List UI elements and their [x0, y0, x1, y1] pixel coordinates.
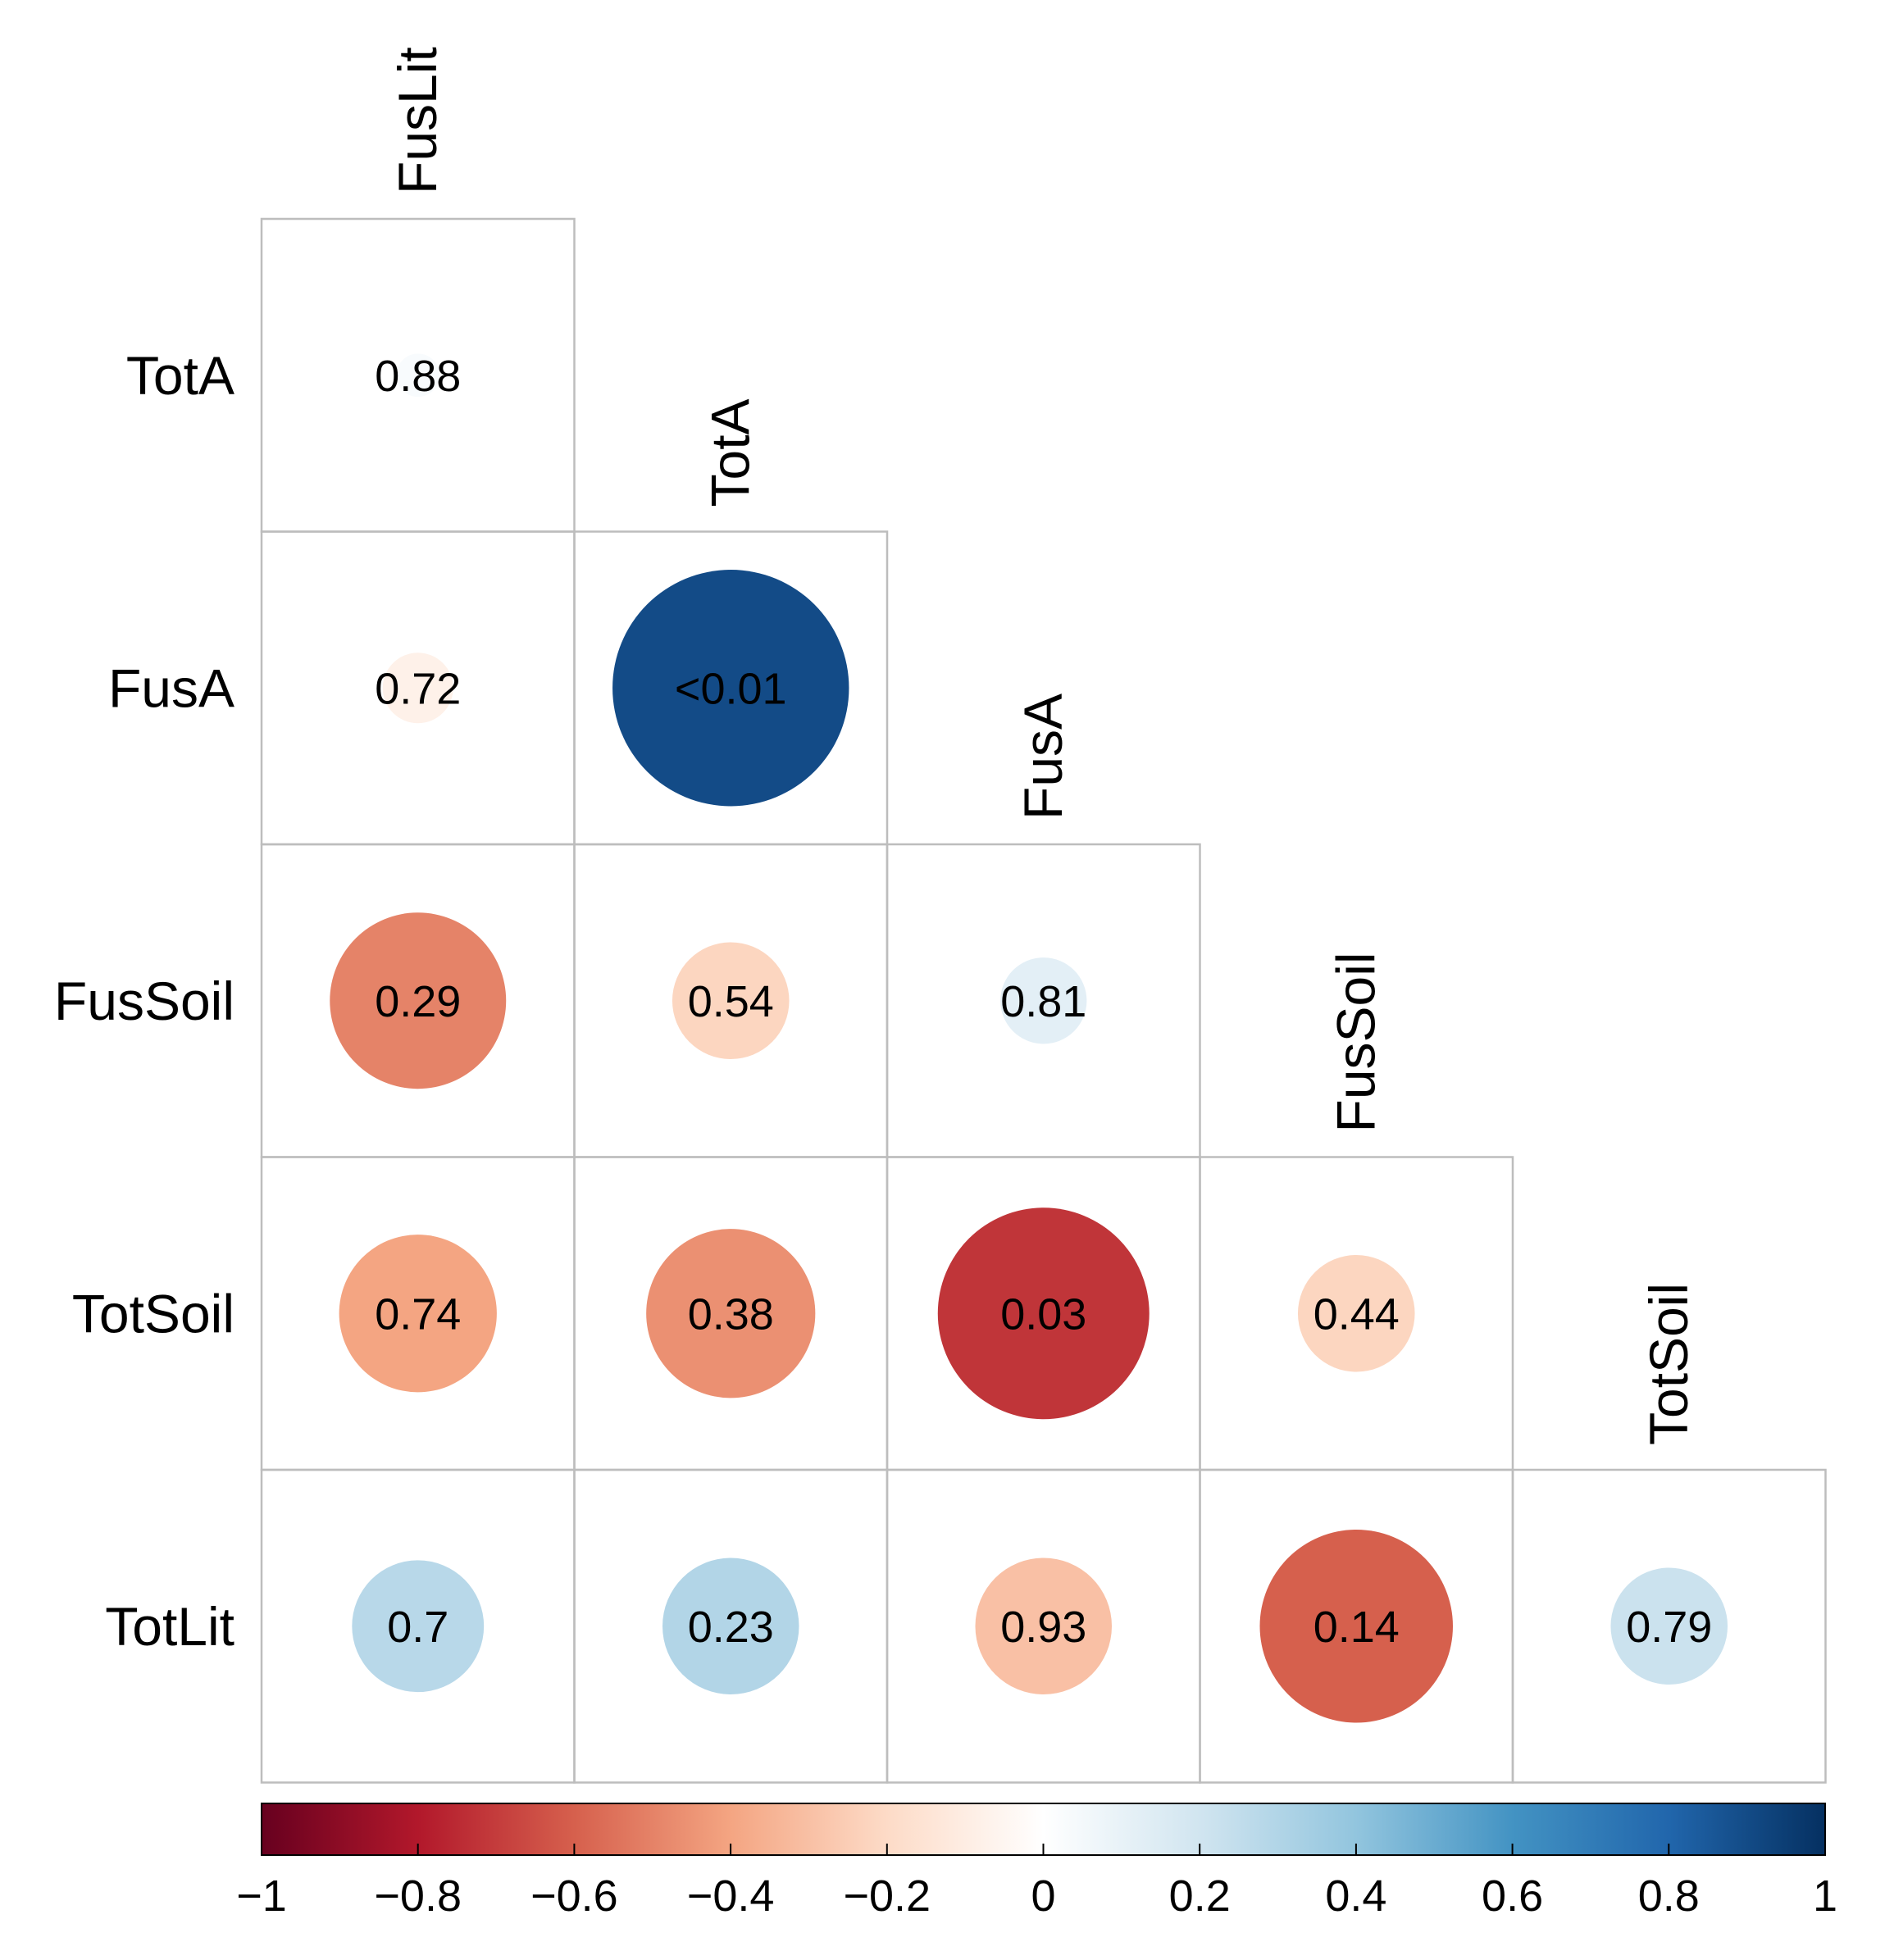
colorbar-tick-label: −1 — [236, 1871, 287, 1921]
correlation-circle — [672, 942, 790, 1060]
correlation-circle — [1610, 1567, 1728, 1685]
column-label: FusSoil — [1325, 952, 1386, 1132]
cell-value-label: 0.74 — [375, 1289, 461, 1339]
column-label: FusLit — [387, 47, 448, 194]
cell-value-label: 0.88 — [375, 352, 461, 401]
colorbar-tick-label: −0.2 — [843, 1871, 931, 1921]
colorbar-tick-label: −0.6 — [530, 1871, 618, 1921]
cell-value-label: 0.03 — [1000, 1289, 1086, 1339]
cell-value-label: 0.29 — [375, 977, 461, 1026]
correlation-circle — [339, 1235, 497, 1393]
correlation-circle — [1259, 1530, 1453, 1723]
correlation-circle — [330, 912, 507, 1089]
cell-frame — [1511, 1468, 1827, 1784]
row-label: FusSoil — [54, 971, 234, 1031]
cell-value-label: 0.23 — [688, 1603, 774, 1652]
cell-value-label: 0.72 — [375, 664, 461, 713]
cell-value-label: 0.7 — [387, 1603, 448, 1652]
colorbar-tick-label: 0.8 — [1638, 1871, 1700, 1921]
correlation-circle — [662, 1558, 799, 1695]
correlation-circle — [396, 353, 440, 398]
correlation-circle — [1000, 957, 1087, 1044]
column-label: FusA — [1013, 694, 1073, 820]
correlation-circle — [646, 1229, 816, 1398]
colorbar: −1 −0.8 −0.6 −0.4 −0.2 0 0.2 0.4 0.6 0.8 1 — [236, 1803, 1837, 1921]
colorbar-tick-label: −0.4 — [687, 1871, 775, 1921]
colorbar-tick-label: 0.4 — [1325, 1871, 1386, 1921]
cell-value-label: 0.14 — [1314, 1603, 1400, 1652]
correlation-circle — [352, 1560, 485, 1693]
correlation-grid: 0.88 0.72 <0.01 0.29 0.54 0.81 0.74 0.38 0.03 0.4… — [260, 217, 1827, 1784]
axis-labels: TotA FusA FusSoil TotSoil TotLit FusLit TotA Fu… — [54, 47, 1699, 1656]
cell-value-label: 0.54 — [688, 977, 774, 1026]
cell-value-label: 0.79 — [1626, 1603, 1712, 1652]
correlation-circle — [975, 1558, 1113, 1695]
row-label: TotA — [126, 345, 234, 406]
colorbar-tick-label: 1 — [1813, 1871, 1837, 1921]
cell-value-label: 0.93 — [1000, 1603, 1086, 1652]
correlation-circle — [1297, 1254, 1415, 1372]
row-label: FusA — [108, 657, 234, 718]
row-label: TotSoil — [72, 1283, 234, 1344]
cell-value-label: <0.01 — [675, 664, 787, 713]
colorbar-tick-label: 0.2 — [1169, 1871, 1231, 1921]
column-label: TotA — [699, 398, 760, 507]
colorbar-tick-label: 0.6 — [1482, 1871, 1543, 1921]
correlation-circle — [937, 1207, 1150, 1420]
colorbar-tick-label: −0.8 — [374, 1871, 462, 1921]
correlation-circle — [612, 570, 849, 807]
cell-value-label: 0.38 — [688, 1289, 774, 1339]
correlation-circle — [382, 653, 453, 724]
cell-value-label: 0.44 — [1314, 1289, 1400, 1339]
cell-value-label: 0.81 — [1000, 977, 1086, 1026]
colorbar-tick-label: 0 — [1031, 1871, 1055, 1921]
column-label: TotSoil — [1638, 1283, 1699, 1445]
row-label: TotLit — [105, 1596, 234, 1657]
